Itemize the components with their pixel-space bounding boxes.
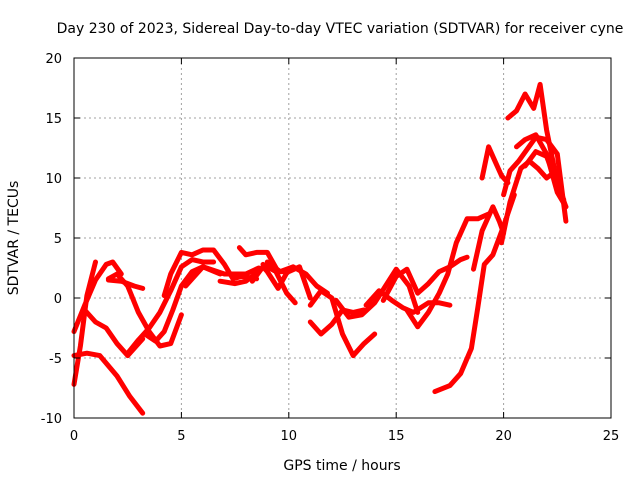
y-tick-label: -5 [49,352,62,367]
x-tick-labels: 0 5 10 15 20 25 [70,429,619,444]
y-tick-label: 10 [45,172,62,187]
series-sat-b [71,350,146,416]
series-sat-z [501,134,569,224]
series-sat-g [125,257,217,356]
series-sat-j [183,264,262,289]
x-tick-label: 10 [281,429,298,444]
series-sat-a [71,259,98,387]
series-sat-v [432,192,517,395]
series-sat-p [307,288,378,359]
y-tick-label: 0 [54,292,62,307]
series-sat-e [105,271,184,349]
y-tick-label: 5 [54,232,62,247]
x-tick-label: 20 [495,429,512,444]
series-sat-ac [522,149,562,193]
x-tick-label: 0 [70,429,78,444]
series-sat-h [142,264,223,344]
x-tick-label: 5 [177,429,185,444]
x-tick-label: 15 [388,429,405,444]
series-sat-o [260,261,298,306]
chart-title: Day 230 of 2023, Sidereal Day-to-day VTE… [57,21,624,37]
series-sat-ab [514,132,569,210]
series-sat-u [404,211,492,330]
x-axis-label: GPS time / hours [283,458,400,474]
series-sat-t [380,254,470,303]
y-tick-label: 15 [45,112,62,127]
series-layer [71,81,569,416]
axis-ticks [73,57,612,419]
series-sat-f [105,277,146,291]
grid-lines [74,58,611,418]
y-tick-label: 20 [45,52,62,67]
series-sat-k [217,269,262,287]
x-tick-label: 25 [603,429,620,444]
y-tick-label: -10 [41,412,62,427]
series-sat-i [161,247,260,299]
y-axis-label: SDTVAR / TECUs [6,181,22,296]
series-sat-w [471,204,507,272]
series-sat-q [307,307,367,337]
series-sat-n [264,259,330,296]
y-tick-labels: -10 -5 0 5 10 15 20 [41,52,62,427]
series-sat-x [479,144,511,186]
